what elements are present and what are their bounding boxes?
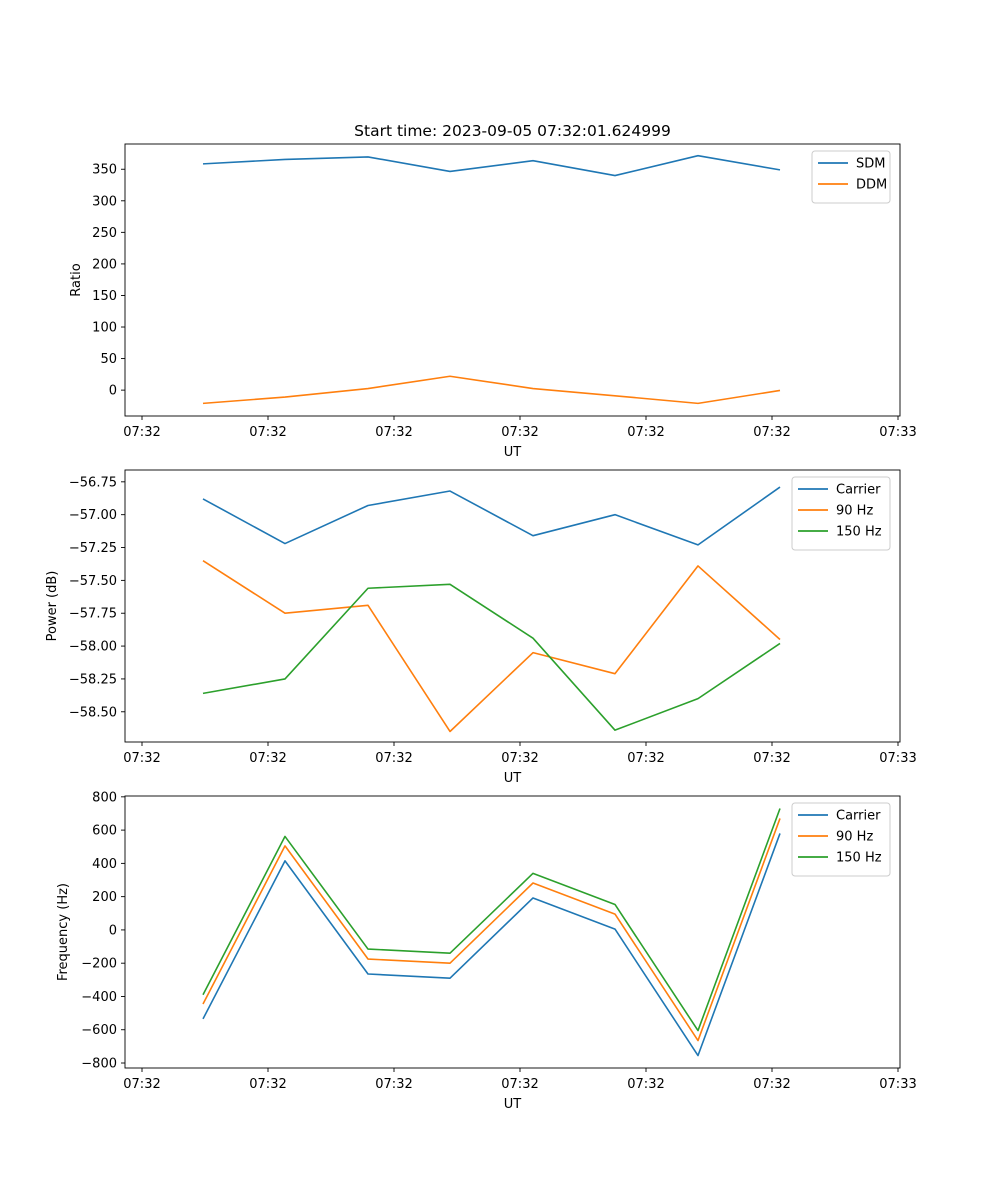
x-tick-label: 07:32 xyxy=(249,1077,286,1092)
y-tick-label: −600 xyxy=(81,1023,117,1038)
x-tick-label: 07:32 xyxy=(375,425,412,440)
x-tick-label: 07:33 xyxy=(879,425,916,440)
y-tick-label: 0 xyxy=(109,384,117,399)
legend-label: Carrier xyxy=(836,809,881,824)
axes-frame xyxy=(124,795,901,1069)
x-tick-label: 07:32 xyxy=(123,1077,160,1092)
x-tick-label: 07:32 xyxy=(627,1077,664,1092)
x-tick-label: 07:32 xyxy=(753,1077,790,1092)
x-tick-label: 07:32 xyxy=(375,1077,412,1092)
y-tick-label: −57.50 xyxy=(69,574,117,589)
axes-frame xyxy=(124,469,901,743)
series-line-90-hz xyxy=(202,818,781,1042)
series-line-carrier xyxy=(202,833,781,1057)
legend-label: DDM xyxy=(856,178,887,193)
legend: Carrier 90 Hz 150 Hz xyxy=(791,802,891,877)
series-line-ddm xyxy=(202,375,781,405)
series-line-90-hz xyxy=(202,559,781,733)
y-tick-label: −800 xyxy=(81,1057,117,1072)
x-tick-label: 07:33 xyxy=(879,1077,916,1092)
chart-panel-1: Start time: 2023-09-05 07:32:01.624999 07… xyxy=(69,122,917,460)
legend: Carrier 90 Hz 150 Hz xyxy=(791,476,891,551)
x-tick-label: 07:32 xyxy=(249,425,286,440)
chart-panel-2: 07:32 07:32 07:32 07:32 07:32 07:32 07:33 −58.5… xyxy=(45,469,917,786)
axes-frame xyxy=(124,143,901,417)
y-tick-label: −58.25 xyxy=(69,672,117,687)
x-tick-label: 07:32 xyxy=(375,751,412,766)
x-tick-label: 07:33 xyxy=(879,751,916,766)
y-tick-label: 600 xyxy=(92,824,117,839)
y-tick-label: −200 xyxy=(81,957,117,972)
y-axis-label: Ratio xyxy=(69,263,84,296)
y-tick-label: 100 xyxy=(92,321,117,336)
y-tick-label: 250 xyxy=(92,226,117,241)
y-tick-label: −400 xyxy=(81,990,117,1005)
y-tick-label: 50 xyxy=(100,352,117,367)
legend-label: 150 Hz xyxy=(836,851,882,866)
y-tick-label: −57.25 xyxy=(69,541,117,556)
x-tick-label: 07:32 xyxy=(249,751,286,766)
y-tick-label: −56.75 xyxy=(69,475,117,490)
legend-label: 150 Hz xyxy=(836,525,882,540)
y-tick-label: 200 xyxy=(92,257,117,272)
y-tick-label: 0 xyxy=(109,923,117,938)
legend-label: 90 Hz xyxy=(836,830,873,845)
x-axis-label: UT xyxy=(504,771,522,786)
y-tick-label: −58.50 xyxy=(69,705,117,720)
y-tick-label: 400 xyxy=(92,857,117,872)
x-tick-label: 07:32 xyxy=(501,425,538,440)
x-tick-label: 07:32 xyxy=(123,751,160,766)
x-tick-label: 07:32 xyxy=(753,751,790,766)
series-line-sdm xyxy=(202,154,781,177)
x-tick-label: 07:32 xyxy=(627,751,664,766)
y-tick-label: 350 xyxy=(92,163,117,178)
x-tick-label: 07:32 xyxy=(123,425,160,440)
y-tick-label: 300 xyxy=(92,194,117,209)
x-tick-label: 07:32 xyxy=(501,751,538,766)
legend-box xyxy=(811,150,891,204)
legend-label: Carrier xyxy=(836,483,881,498)
y-tick-label: −58.00 xyxy=(69,640,117,655)
series-line-150-hz xyxy=(202,583,781,731)
chart-title: Start time: 2023-09-05 07:32:01.624999 xyxy=(354,122,671,140)
y-axis-label: Power (dB) xyxy=(45,571,60,642)
y-tick-label: −57.00 xyxy=(69,508,117,523)
legend-label: SDM xyxy=(856,157,885,172)
x-tick-label: 07:32 xyxy=(753,425,790,440)
y-tick-label: 150 xyxy=(92,289,117,304)
series-line-carrier xyxy=(202,486,781,546)
x-axis-label: UT xyxy=(504,445,522,460)
series-line-150-hz xyxy=(202,808,781,1032)
y-tick-label: 800 xyxy=(92,790,117,805)
chart-panel-3: 07:32 07:32 07:32 07:32 07:32 07:32 07:33 −800 −… xyxy=(56,790,917,1112)
y-tick-label: 200 xyxy=(92,890,117,905)
y-axis-label: Frequency (Hz) xyxy=(56,883,71,981)
x-axis-label: UT xyxy=(504,1097,522,1112)
legend: SDM DDM xyxy=(811,150,891,204)
x-tick-label: 07:32 xyxy=(501,1077,538,1092)
legend-label: 90 Hz xyxy=(836,504,873,519)
y-tick-label: −57.75 xyxy=(69,607,117,622)
x-tick-label: 07:32 xyxy=(627,425,664,440)
